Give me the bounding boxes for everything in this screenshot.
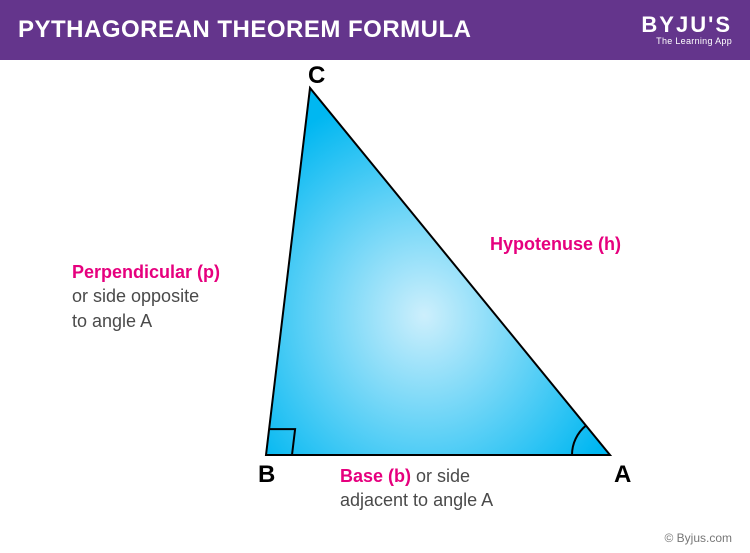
page-title: PYTHAGOREAN THEOREM FORMULA: [18, 16, 472, 44]
label-base: Base (b) or side adjacent to angle A: [340, 464, 493, 513]
label-perpendicular-l1: or side opposite: [72, 286, 199, 306]
brand-main: BYJU'S: [641, 14, 732, 36]
right-triangle: [266, 88, 610, 455]
vertex-label-a: A: [614, 461, 631, 489]
label-base-l2: adjacent to angle A: [340, 490, 493, 510]
label-perpendicular: Perpendicular (p) or side opposite to an…: [72, 260, 220, 333]
diagram-canvas: C B A Perpendicular (p) or side opposite…: [0, 60, 750, 515]
label-hypotenuse: Hypotenuse (h): [490, 232, 621, 256]
copyright-text: © Byjus.com: [664, 531, 732, 545]
brand-sub: The Learning App: [641, 36, 732, 46]
label-hypotenuse-hl: Hypotenuse (h): [490, 234, 621, 254]
label-perpendicular-l2: to angle A: [72, 311, 152, 331]
vertex-label-b: B: [258, 461, 275, 489]
label-base-inline: or side: [411, 466, 470, 486]
brand-block: BYJU'S The Learning App: [641, 14, 732, 46]
vertex-label-c: C: [308, 62, 325, 90]
header-bar: PYTHAGOREAN THEOREM FORMULA BYJU'S The L…: [0, 0, 750, 60]
label-perpendicular-hl: Perpendicular (p): [72, 262, 220, 282]
label-base-hl: Base (b): [340, 466, 411, 486]
